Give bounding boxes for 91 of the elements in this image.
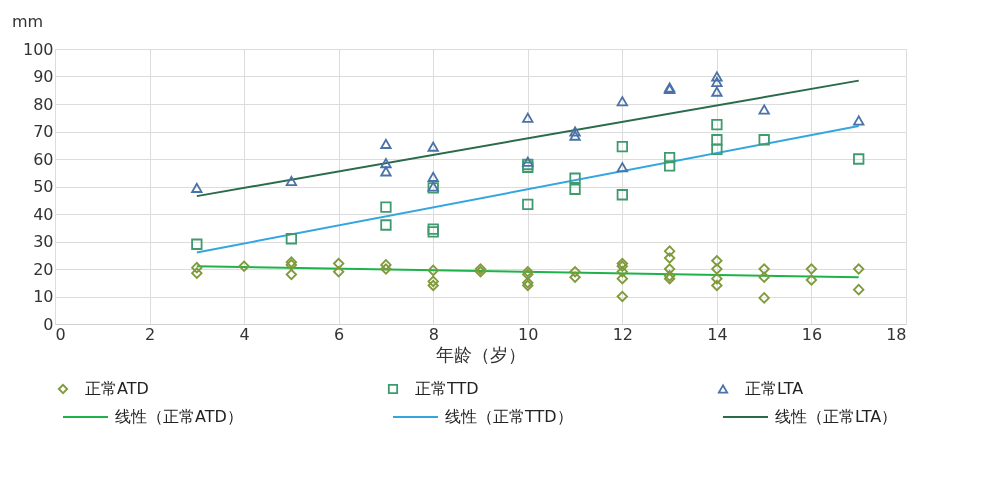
point — [711, 76, 723, 88]
point — [285, 268, 298, 281]
y-tick-label: 40 — [33, 204, 54, 224]
point — [569, 172, 581, 184]
x-tick-label: 12 — [612, 324, 634, 344]
point — [191, 267, 203, 279]
point — [333, 266, 345, 278]
point — [616, 96, 628, 107]
point — [758, 104, 770, 115]
x-tick-label: 8 — [428, 324, 439, 344]
x-tick-label: 10 — [518, 324, 539, 344]
x-tick-label: 18 — [886, 324, 907, 344]
x-tick-label: 2 — [144, 324, 156, 344]
point — [616, 189, 628, 201]
point — [758, 292, 770, 304]
point — [616, 272, 628, 285]
point — [380, 201, 392, 213]
point — [380, 263, 392, 275]
point — [569, 271, 581, 283]
legend-label: 正常ATD — [85, 379, 149, 398]
point — [380, 158, 392, 169]
legend-label: 线性（正常ATD） — [115, 407, 243, 426]
point — [711, 134, 723, 146]
point — [191, 261, 203, 274]
point — [853, 153, 865, 165]
legend-label: 线性（正常TTD） — [445, 407, 573, 426]
point — [711, 118, 723, 131]
point — [663, 245, 676, 257]
point — [853, 283, 865, 296]
point — [711, 255, 723, 267]
point — [616, 290, 628, 303]
point — [569, 130, 581, 141]
point — [191, 238, 203, 250]
x-tick-label: 6 — [334, 324, 345, 344]
y-tick-label: 60 — [33, 149, 54, 169]
point — [616, 162, 628, 173]
point — [522, 112, 534, 123]
point — [380, 259, 392, 271]
y-tick-label: 10 — [33, 287, 54, 306]
y-tick-label: 90 — [33, 67, 54, 86]
point — [333, 257, 345, 270]
point — [663, 252, 676, 264]
y-axis-title: mm — [11, 11, 44, 31]
point — [427, 171, 439, 182]
point — [711, 71, 723, 82]
point — [853, 263, 865, 275]
point — [758, 134, 770, 146]
point — [380, 219, 392, 231]
point — [569, 183, 581, 195]
point — [805, 274, 818, 286]
point — [569, 126, 581, 137]
x-axis-title: 年龄（岁） — [436, 343, 526, 365]
point — [238, 260, 250, 272]
point — [427, 279, 439, 292]
x-tick-label: 14 — [707, 324, 728, 344]
point — [380, 138, 392, 149]
point — [569, 266, 581, 278]
point — [805, 263, 818, 275]
point — [616, 266, 628, 278]
point — [711, 86, 723, 97]
point — [522, 156, 534, 167]
point — [758, 263, 770, 275]
point — [663, 151, 676, 164]
point — [663, 160, 676, 172]
point — [711, 279, 723, 292]
point — [711, 272, 723, 285]
y-tick-label: 70 — [33, 122, 54, 141]
point — [616, 140, 628, 153]
point — [758, 271, 770, 283]
x-tick-label: 16 — [801, 324, 823, 344]
y-tick-label: 100 — [22, 39, 54, 59]
y-tick-label: 80 — [33, 94, 54, 114]
point — [853, 115, 865, 126]
point — [285, 175, 298, 187]
point — [522, 198, 534, 211]
point — [711, 263, 723, 275]
legend-label: 正常LTA — [745, 379, 804, 398]
y-tick-label: 50 — [33, 177, 54, 196]
point — [711, 143, 723, 156]
point — [191, 182, 203, 193]
legend-label: 正常TTD — [415, 379, 479, 398]
point — [663, 263, 676, 275]
point — [380, 166, 392, 177]
point — [427, 264, 439, 277]
y-tick-label: 30 — [33, 232, 54, 251]
y-tick-label: 20 — [33, 259, 54, 279]
legend-label: 线性（正常LTA） — [775, 407, 898, 426]
point — [285, 233, 298, 245]
x-tick-label: 4 — [239, 324, 250, 344]
point — [427, 141, 439, 152]
point — [427, 275, 439, 288]
